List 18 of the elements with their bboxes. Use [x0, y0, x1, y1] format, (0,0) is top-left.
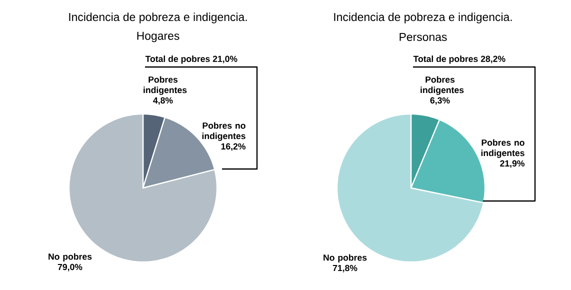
- slice-label: Pobres indigentes: [420, 76, 464, 95]
- chart-subtitle: Hogares: [137, 32, 180, 42]
- data-label: 21,9%: [500, 160, 524, 168]
- data-label: 4,8%: [153, 97, 173, 105]
- data-label: 6,3%: [430, 97, 450, 105]
- data-label: 71,8%: [332, 264, 358, 272]
- slice-label: No pobres: [324, 254, 367, 262]
- slice-label: Pobres indigentes: [144, 76, 187, 95]
- data-label: 79,0%: [58, 264, 82, 272]
- slice-label: Pobres no indigentes: [481, 139, 524, 158]
- text: Total de pobres 28,2%: [413, 56, 506, 64]
- slice-label: Pobres no indigentes: [202, 122, 246, 141]
- data-label: 16,2%: [221, 143, 246, 151]
- chart-title: Incidencia de pobreza e indigencia.: [69, 12, 247, 24]
- chart-subtitle: Personas: [400, 33, 447, 41]
- slice-label: No pobres: [48, 253, 92, 262]
- chart-title: Incidencia de pobreza e indigencia.: [334, 12, 512, 24]
- text: Total de pobres 21,0%: [145, 56, 238, 64]
